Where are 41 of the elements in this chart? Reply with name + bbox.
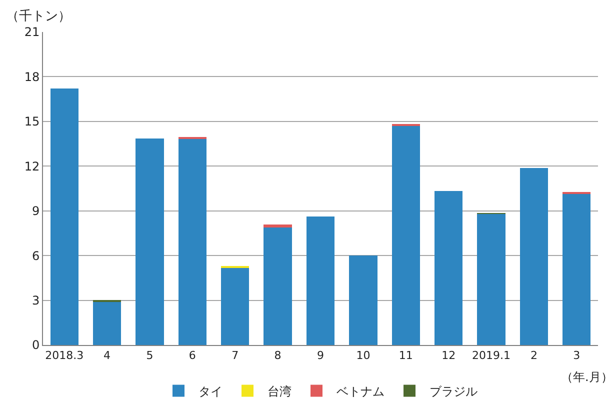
- y-tick-label: 15: [24, 114, 40, 129]
- bar: [349, 256, 378, 345]
- bar: [520, 168, 548, 345]
- legend-label: ブラジル: [430, 384, 478, 398]
- bar: [434, 191, 463, 345]
- legend-label: タイ: [198, 384, 222, 398]
- y-axis-title: （千トン）: [6, 9, 71, 24]
- bar: [306, 216, 335, 345]
- x-tick-label: 4: [104, 349, 111, 362]
- x-tick-label: 10: [356, 349, 370, 362]
- x-tick-label: 11: [398, 349, 413, 362]
- x-tick-label: 2019.1: [472, 349, 511, 362]
- bar: [392, 125, 420, 345]
- bar: [50, 88, 78, 345]
- legend-label: 台湾: [268, 384, 292, 398]
- bar: [221, 267, 250, 345]
- x-axis-title: （年.月）: [561, 370, 613, 384]
- y-tick-label: 18: [24, 70, 40, 84]
- x-tick-label: 7: [232, 349, 239, 362]
- x-tick-label: 5: [146, 349, 154, 362]
- bar: [136, 138, 164, 345]
- y-tick-label: 9: [32, 204, 40, 218]
- y-tick-label: 3: [32, 293, 40, 308]
- bar: [477, 214, 506, 345]
- legend-label: ベトナム: [336, 384, 384, 398]
- bar: [264, 228, 292, 345]
- bar: [178, 138, 207, 345]
- bar: [92, 301, 122, 345]
- x-tick-label: 8: [274, 349, 282, 362]
- bar: [562, 194, 591, 345]
- x-tick-label: 3: [573, 349, 580, 362]
- x-tick-label: 12: [442, 349, 456, 362]
- y-tick-label: 0: [32, 338, 40, 352]
- x-tick-label: 2: [530, 349, 538, 362]
- y-tick-label: 21: [24, 25, 40, 40]
- x-tick-label: 6: [188, 349, 196, 362]
- x-tick-label: 9: [317, 349, 324, 362]
- y-tick-label: 12: [24, 159, 40, 174]
- y-tick-label: 6: [32, 248, 40, 263]
- bar: [264, 224, 292, 228]
- x-tick-label: 2018.3: [45, 349, 84, 362]
